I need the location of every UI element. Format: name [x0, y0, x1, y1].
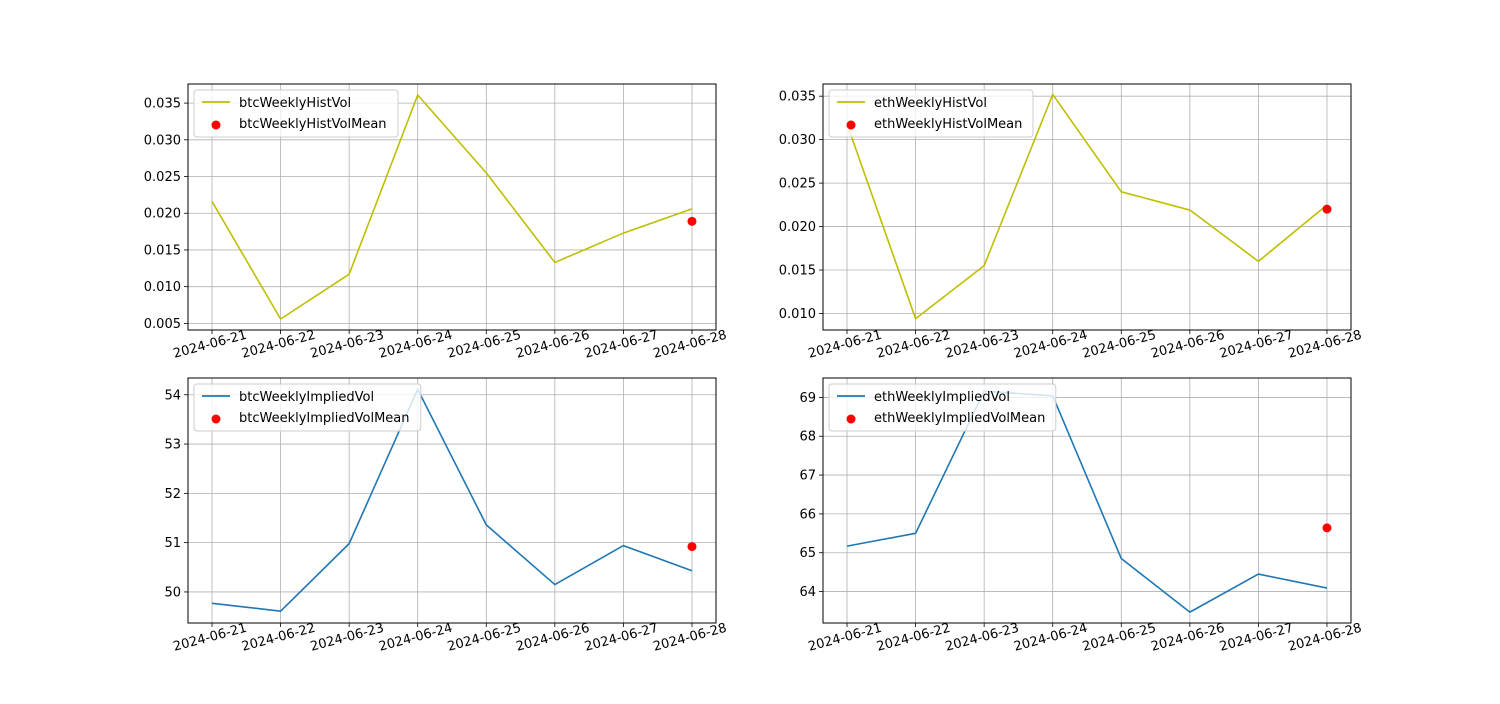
- x-tick-label: 2024-06-22: [240, 328, 317, 362]
- x-tick-label: 2024-06-25: [1081, 621, 1158, 655]
- legend-marker-swatch: [847, 121, 856, 130]
- y-tick-label: 0.010: [779, 307, 816, 322]
- y-tick-label: 68: [799, 430, 816, 445]
- chart-panel-4: 6465666768692024-06-212024-06-222024-06-…: [799, 378, 1363, 655]
- x-tick-label: 2024-06-21: [807, 328, 884, 362]
- y-tick-label: 67: [799, 469, 816, 484]
- y-tick-label: 0.005: [144, 317, 181, 332]
- x-tick-label: 2024-06-21: [807, 621, 884, 655]
- y-tick-label: 51: [164, 536, 181, 551]
- legend: ethWeeklyImpliedVol ethWeeklyImpliedVolMe…: [829, 384, 1056, 431]
- x-tick-label: 2024-06-21: [172, 621, 249, 655]
- legend-label: ethWeeklyImpliedVol: [874, 390, 1010, 405]
- x-tick-label: 2024-06-23: [944, 621, 1021, 655]
- x-tick-label: 2024-06-28: [1287, 621, 1364, 655]
- legend-label: ethWeeklyImpliedVolMean: [874, 411, 1045, 426]
- x-tick-label: 2024-06-25: [446, 621, 523, 655]
- x-tick-label: 2024-06-27: [583, 621, 660, 655]
- chart-panel-3: 50 51 52 53 54 2024-06-212024-06-222024-06-23…: [164, 378, 728, 655]
- x-tick-label: 2024-06-25: [446, 328, 523, 362]
- y-tick-label: 0.035: [144, 97, 181, 112]
- y-tick-label: 0.020: [144, 207, 181, 222]
- legend: btcWeeklyImpliedVol btcWeeklyImpliedVolMe…: [194, 384, 421, 431]
- x-tick-label: 2024-06-24: [377, 328, 454, 362]
- y-tick-label: 0.030: [779, 133, 816, 148]
- legend-label: btcWeeklyImpliedVolMean: [239, 411, 410, 426]
- x-tick-label: 2024-06-26: [514, 621, 591, 655]
- x-tick-label: 2024-06-28: [652, 621, 729, 655]
- x-tick-label: 2024-06-28: [652, 328, 729, 362]
- x-tick-label: 2024-06-24: [377, 621, 454, 655]
- x-tick-label: 2024-06-22: [875, 621, 952, 655]
- y-tick-label: 0.035: [779, 90, 816, 105]
- x-tick-label: 2024-06-22: [875, 328, 952, 362]
- y-tick-label: 50: [164, 585, 181, 600]
- y-tick-label: 0.015: [779, 264, 816, 279]
- legend-label: ethWeeklyHistVolMean: [874, 117, 1022, 132]
- x-tick-label: 2024-06-27: [1218, 621, 1295, 655]
- x-tick-label: 2024-06-26: [1149, 328, 1226, 362]
- x-tick-label: 2024-06-27: [583, 328, 660, 362]
- chart-panel-1: 0.005 0.010 0.015 0.020 0.025 0.030 0.035 2024-…: [144, 84, 729, 362]
- x-tick-label: 2024-06-26: [1149, 621, 1226, 655]
- x-tick-label: 2024-06-22: [240, 621, 317, 655]
- scatter-point-btcWeeklyHistVolMean: [687, 217, 696, 226]
- y-tick-label: 64: [799, 585, 816, 600]
- y-tick-label: 69: [799, 391, 816, 406]
- chart-panel-2: 0.010 0.015 0.020 0.025 0.030 0.035 2024-06-21…: [779, 84, 1364, 362]
- y-tick-label: 0.010: [144, 280, 181, 295]
- y-tick-label: 0.020: [779, 220, 816, 235]
- y-tick-label: 65: [799, 546, 816, 561]
- y-tick-label: 54: [164, 388, 181, 403]
- y-tick-label: 0.030: [144, 133, 181, 148]
- legend-marker-swatch: [212, 415, 221, 424]
- x-tick-label: 2024-06-28: [1287, 328, 1364, 362]
- x-tick-label: 2024-06-27: [1218, 328, 1295, 362]
- y-tick-label: 66: [799, 507, 816, 522]
- legend-marker-swatch: [847, 415, 856, 424]
- scatter-point-ethWeeklyHistVolMean: [1322, 205, 1331, 214]
- y-tick-label: 53: [164, 438, 181, 453]
- x-tick-label: 2024-06-23: [944, 328, 1021, 362]
- x-tick-label: 2024-06-24: [1012, 621, 1089, 655]
- legend-label: ethWeeklyHistVol: [874, 96, 987, 111]
- y-tick-label: 0.025: [144, 170, 181, 185]
- y-tick-label: 0.025: [779, 177, 816, 192]
- x-tick-label: 2024-06-24: [1012, 328, 1089, 362]
- legend: btcWeeklyHistVol btcWeeklyHistVolMean: [194, 90, 398, 137]
- y-tick-label: 0.015: [144, 243, 181, 258]
- x-tick-label: 2024-06-26: [514, 328, 591, 362]
- scatter-point-btcWeeklyImpliedVolMean: [687, 542, 696, 551]
- scatter-point-ethWeeklyImpliedVolMean: [1322, 523, 1331, 532]
- legend-marker-swatch: [212, 121, 221, 130]
- legend-label: btcWeeklyHistVol: [239, 96, 351, 111]
- x-tick-label: 2024-06-25: [1081, 328, 1158, 362]
- x-tick-label: 2024-06-23: [309, 621, 386, 655]
- legend: ethWeeklyHistVol ethWeeklyHistVolMean: [829, 90, 1033, 137]
- legend-label: btcWeeklyHistVolMean: [239, 117, 387, 132]
- y-tick-label: 52: [164, 487, 181, 502]
- x-tick-label: 2024-06-23: [309, 328, 386, 362]
- x-tick-label: 2024-06-21: [172, 328, 249, 362]
- legend-label: btcWeeklyImpliedVol: [239, 390, 374, 405]
